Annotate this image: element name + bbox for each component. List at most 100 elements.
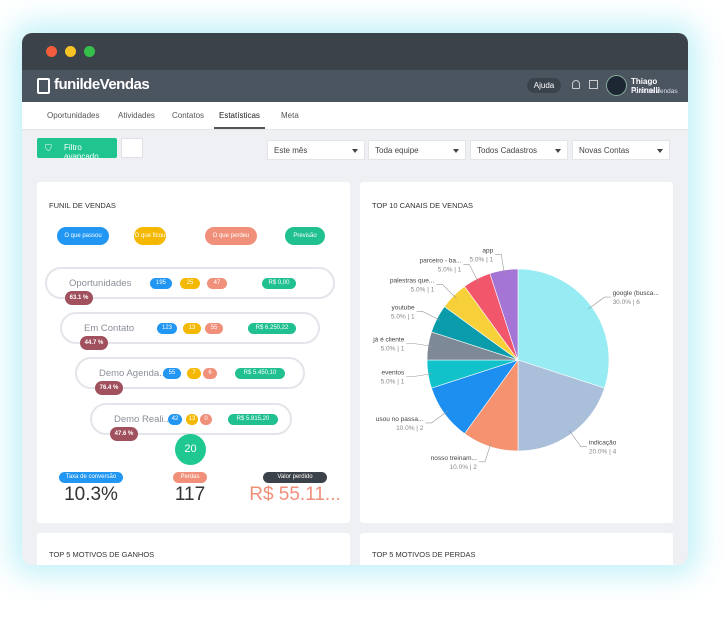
slice-label: google (busca... (613, 290, 659, 297)
stage-passed: 42 (168, 414, 182, 425)
tab[interactable]: Estatísticas (214, 102, 265, 129)
maximize-dot[interactable] (84, 46, 95, 57)
slice-label: nosso treinam... (431, 455, 477, 462)
leader-line (425, 410, 448, 424)
leader-line (406, 342, 433, 347)
slice-value: 10.0% | 2 (450, 464, 478, 471)
stat-label: Perdas (173, 472, 207, 483)
legend-button[interactable]: Previsão (285, 227, 325, 245)
legend-button[interactable]: O que passou (57, 227, 109, 245)
slice-value: 5.0% | 1 (381, 345, 405, 352)
stat-value: 117 (174, 484, 206, 505)
avatar[interactable] (606, 75, 627, 96)
stage-rate: 76.4 % (95, 381, 123, 395)
stage-stayed: 25 (180, 278, 200, 289)
window-titlebar (22, 33, 688, 70)
legend-button[interactable]: O que ficou (134, 227, 166, 245)
stage-name: Demo Reali... (114, 414, 172, 425)
dropdown[interactable]: Toda equipe (368, 140, 466, 160)
tab-bar: Oportunidades Atividades Contatos Estatísti… (22, 102, 688, 130)
slice-label: indicação (589, 440, 617, 447)
tab[interactable]: Oportunidades (47, 111, 100, 120)
tab[interactable]: Meta (281, 111, 299, 120)
leader-line (495, 254, 505, 275)
filter-icon: ⛉ (45, 143, 52, 153)
stage-name: Em Contato (84, 323, 135, 334)
leader-line (436, 284, 457, 299)
slice-value: 30.0% | 6 (613, 299, 641, 306)
leader-line (588, 296, 611, 310)
app-header: funildeVendas Ajuda Thiago Pirinelli Fun… (22, 70, 688, 102)
leader-line (406, 373, 433, 378)
toggle-button[interactable] (121, 138, 143, 158)
channels-panel: TOP 10 CANAIS DE VENDAS google (busca...… (360, 182, 673, 523)
panel-title: TOP 5 MOTIVOS DE PERDAS (372, 550, 476, 559)
stage-rate: 47.6 % (110, 427, 138, 441)
panel-title: TOP 10 CANAIS DE VENDAS (372, 201, 474, 210)
losses-panel: TOP 5 MOTIVOS DE PERDAS (360, 533, 673, 565)
stage-forecast: R$ 0,00 (262, 278, 296, 289)
slice-value: 5.0% | 1 (391, 313, 415, 320)
panel-title: TOP 5 MOTIVOS DE GANHOS (49, 550, 155, 559)
stage-stayed: 7 (187, 368, 201, 379)
stage-passed: 195 (150, 278, 172, 289)
panel-title: FUNIL DE VENDAS (49, 201, 116, 210)
pie-chart: google (busca... 30.0% | 6 indicação 20.0% … (372, 247, 659, 471)
slice-value: 5.0% | 1 (381, 379, 405, 386)
slice-label: já é cliente (372, 336, 404, 343)
close-dot[interactable] (46, 46, 57, 57)
wins-panel: TOP 5 MOTIVOS DE GANHOS (37, 533, 350, 565)
slice-value: 10.0% | 2 (396, 425, 424, 432)
funnel-panel: FUNIL DE VENDAS O que passou O que ficou O… (37, 182, 350, 523)
stage-forecast: R$ 5.450,10 (235, 368, 285, 379)
leader-line (416, 311, 441, 321)
stage-name: Oportunidades (69, 278, 132, 289)
slice-value: 5.0% | 1 (470, 256, 494, 263)
stage-lost: 55 (205, 323, 223, 334)
dropdown[interactable]: Este mês (267, 140, 365, 160)
slice-value: 20.0% | 4 (589, 449, 617, 456)
slice-value: 5.0% | 1 (411, 286, 435, 293)
stage-name: Demo Agenda... (99, 368, 168, 379)
slice-label: app (482, 247, 493, 254)
leader-line (478, 442, 492, 463)
browser-window: funildeVendas Ajuda Thiago Pirinelli Fun… (22, 33, 688, 565)
slice-label: eventos (382, 370, 406, 377)
slice-label: parceiro - ba... (420, 258, 462, 265)
leader-line (463, 264, 479, 283)
stage-passed: 55 (163, 368, 181, 379)
dropdown[interactable]: Novas Contas (572, 140, 670, 160)
slice-label: youtube (392, 304, 416, 311)
slice-label: usou no passa... (376, 416, 424, 423)
user-name: Thiago Pirinelli (631, 77, 660, 95)
stage-forecast: R$ 6.250,22 (248, 323, 296, 334)
tasks-icon[interactable] (589, 80, 598, 89)
brand: funildeVendas (54, 76, 150, 93)
slice-value: 5.0% | 1 (438, 267, 462, 274)
leader-line (568, 430, 587, 447)
stage-lost: 0 (200, 414, 212, 425)
minimize-dot[interactable] (65, 46, 76, 57)
stat-value: R$ 55.11... (249, 484, 341, 505)
stat-value: 10.3% (64, 484, 118, 505)
notification-icon[interactable] (572, 80, 580, 89)
stage-forecast: R$ 5.815,20 (228, 414, 278, 425)
stage-lost: 6 (203, 368, 217, 379)
stat-label: Taxa de conversão (59, 472, 123, 483)
help-button[interactable]: Ajuda (527, 78, 561, 93)
logo-icon (37, 78, 50, 94)
tab[interactable]: Contatos (172, 111, 205, 120)
stat-label: Valor perdido (263, 472, 327, 483)
user-subtitle: Funil de Vendas (631, 88, 678, 95)
legend-button[interactable]: O que perdeu (205, 227, 257, 245)
stage-stayed: 13 (183, 323, 201, 334)
tab[interactable]: Atividades (118, 111, 155, 120)
filter-button[interactable]: ⛉ Filtro avançado (37, 138, 117, 161)
stage-stayed: 13 (186, 414, 198, 425)
filter-button-label: Filtro avançado (64, 143, 99, 161)
stage-rate: 63.1 % (65, 291, 93, 305)
slice-label: palestras que... (390, 277, 435, 284)
stage-passed: 123 (157, 323, 177, 334)
dropdown[interactable]: Todos Cadastros (470, 140, 568, 160)
